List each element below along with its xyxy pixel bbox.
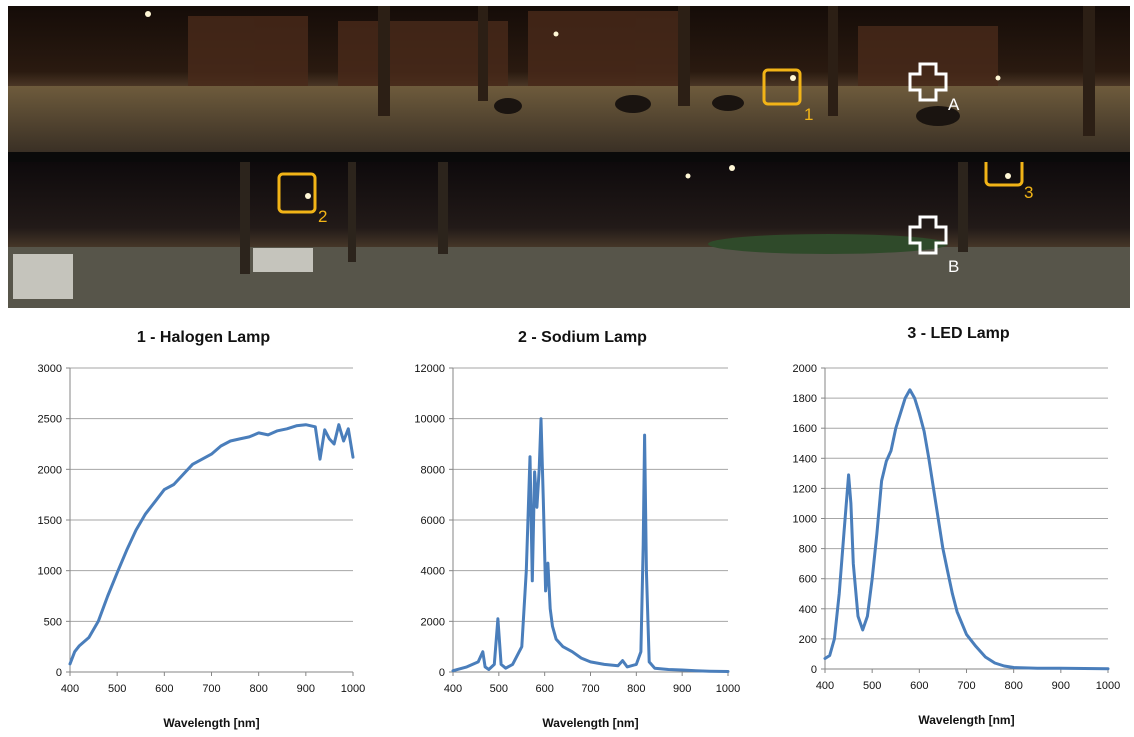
lamp-marker-3-label: 3 — [1024, 183, 1033, 202]
x-tick-label: 900 — [1052, 680, 1070, 692]
series-line — [451, 417, 730, 673]
y-tick-label: 1600 — [793, 423, 817, 435]
point-marker-b-label: B — [948, 257, 959, 276]
y-tick-label: 500 — [44, 616, 62, 628]
y-tick-label: 1200 — [793, 483, 817, 495]
y-tick-label: 4000 — [421, 566, 445, 578]
point-marker-a — [908, 62, 948, 102]
led-lamp-chart: 3 - LED Lamp 0 200 400 600 800 1000 1200 1400 160… — [793, 325, 1121, 727]
panorama-bottom: 2 3 B — [8, 162, 1130, 308]
lamp-marker-1 — [762, 68, 802, 106]
y-tick-label: 1400 — [793, 453, 817, 465]
y-tick-label: 1500 — [38, 515, 62, 527]
y-tick-label: 1000 — [38, 566, 62, 578]
x-tick-label: 900 — [673, 683, 691, 695]
x-tick-label: 400 — [444, 683, 462, 695]
sodium-lamp-chart: 2 - Sodium Lamp 0 2000 4000 6000 8000 10000 120… — [414, 329, 740, 730]
y-tick-label: 1800 — [793, 393, 817, 405]
y-tick-label: 8000 — [421, 464, 445, 476]
y-tick-label: 2500 — [38, 414, 62, 426]
point-marker-b — [908, 215, 948, 255]
x-tick-label: 400 — [61, 683, 79, 695]
x-tick-label: 1000 — [1096, 680, 1120, 692]
x-tick-label: 1000 — [716, 683, 740, 695]
lamp-marker-1-label: 1 — [804, 105, 813, 124]
y-tick-label: 10000 — [414, 414, 445, 426]
x-axis-label: Wavelength [nm] — [918, 713, 1014, 727]
point-marker-a-label: A — [948, 95, 960, 114]
y-tick-label: 2000 — [38, 464, 62, 476]
y-tick-label: 12000 — [414, 363, 445, 375]
x-tick-label: 700 — [957, 680, 975, 692]
lamp-marker-2 — [277, 172, 317, 214]
y-tick-label: 6000 — [421, 515, 445, 527]
lamp-marker-3 — [984, 162, 1024, 187]
x-tick-label: 400 — [816, 680, 834, 692]
panorama-divider — [8, 152, 1130, 162]
y-tick-label: 0 — [439, 667, 445, 679]
series-line — [823, 388, 1110, 671]
x-tick-label: 900 — [297, 683, 315, 695]
y-tick-label: 2000 — [421, 616, 445, 628]
x-tick-label: 800 — [1004, 680, 1022, 692]
y-tick-label: 1000 — [793, 514, 817, 526]
chart-title: 1 - Halogen Lamp — [137, 329, 271, 346]
x-axis-label: Wavelength [nm] — [542, 716, 638, 730]
x-tick-label: 500 — [108, 683, 126, 695]
y-tick-label: 0 — [56, 667, 62, 679]
y-tick-label: 3000 — [38, 363, 62, 375]
series-line — [68, 423, 355, 666]
x-tick-label: 800 — [627, 683, 645, 695]
chart-title: 3 - LED Lamp — [907, 325, 1009, 342]
x-tick-label: 700 — [581, 683, 599, 695]
y-tick-label: 2000 — [793, 363, 817, 375]
x-tick-label: 500 — [863, 680, 881, 692]
y-tick-label: 400 — [799, 604, 817, 616]
x-tick-label: 600 — [910, 680, 928, 692]
x-axis-label: Wavelength [nm] — [163, 716, 259, 730]
x-tick-label: 500 — [490, 683, 508, 695]
x-tick-label: 600 — [155, 683, 173, 695]
x-tick-label: 600 — [535, 683, 553, 695]
lamp-marker-2-label: 2 — [318, 207, 327, 226]
y-tick-label: 200 — [799, 634, 817, 646]
chart-title: 2 - Sodium Lamp — [518, 329, 647, 346]
panorama-top: 1 A — [8, 6, 1130, 152]
y-tick-label: 600 — [799, 574, 817, 586]
x-tick-label: 1000 — [341, 683, 365, 695]
x-tick-label: 800 — [249, 683, 267, 695]
x-tick-label: 700 — [202, 683, 220, 695]
halogen-lamp-chart: 1 - Halogen Lamp 0 500 1000 1500 2000 2500 3000… — [38, 329, 366, 730]
y-tick-label: 800 — [799, 544, 817, 556]
y-tick-label: 0 — [811, 664, 817, 676]
